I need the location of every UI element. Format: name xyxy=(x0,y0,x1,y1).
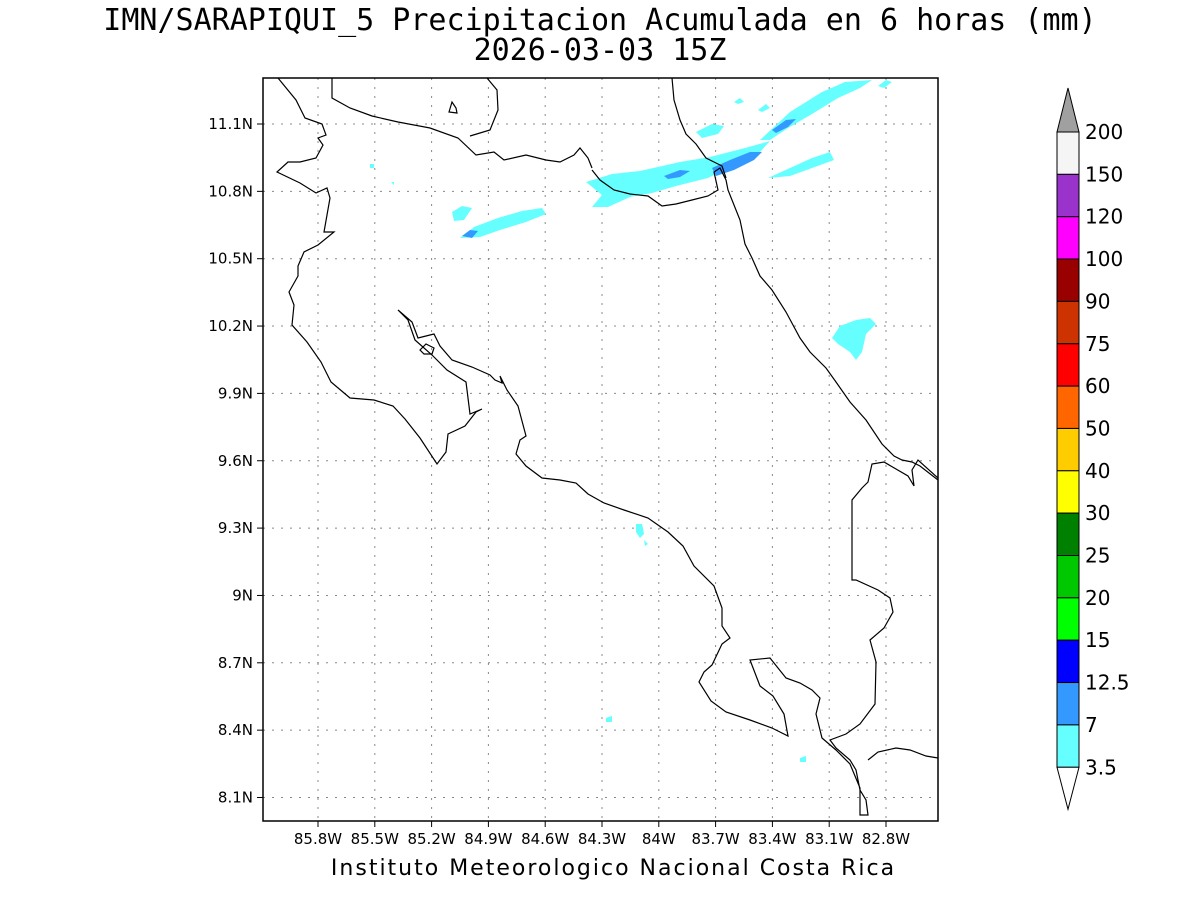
precip-core-northeast xyxy=(712,152,762,176)
footer-credit: Instituto Meteorologico Nacional Costa R… xyxy=(330,856,897,881)
y-tick-label: 9.3N xyxy=(218,519,253,537)
legend-level-label: 12.5 xyxy=(1085,671,1130,695)
y-tick-label: 11.1N xyxy=(208,115,253,133)
precip-fields xyxy=(370,80,892,762)
y-tick-label: 8.4N xyxy=(218,721,253,739)
y-tick-label: 9N xyxy=(232,586,253,604)
y-axis-ticks: 11.1N 10.8N 10.5N 10.2N 9.9N 9.6N 9.3N 9N 8.7N 8.… xyxy=(208,115,263,807)
x-tick-label: 85.5W xyxy=(351,830,399,848)
legend-level-label: 7 xyxy=(1085,713,1098,737)
legend-swatch xyxy=(1056,258,1080,302)
legend-level-label: 120 xyxy=(1085,205,1123,229)
y-tick-label: 9.9N xyxy=(218,384,253,402)
x-tick-label: 82.8W xyxy=(862,830,910,848)
y-tick-label: 10.8N xyxy=(208,182,253,200)
legend-swatch xyxy=(1056,300,1080,345)
legend-level-label: 150 xyxy=(1085,162,1123,186)
coastlines xyxy=(275,78,938,816)
x-tick-label: 84.3W xyxy=(578,830,626,848)
precip-area-caribbean xyxy=(832,318,876,360)
legend-under-arrow xyxy=(1056,766,1080,812)
legend-level-label: 25 xyxy=(1085,544,1110,568)
y-tick-label: 9.6N xyxy=(218,452,253,470)
x-tick-label: 84.6W xyxy=(521,830,569,848)
legend-swatch xyxy=(1056,555,1080,599)
y-tick-label: 10.5N xyxy=(208,250,253,268)
x-tick-label: 85.2W xyxy=(407,830,455,848)
y-tick-label: 10.2N xyxy=(208,317,253,335)
legend-colorbar xyxy=(1056,87,1080,812)
legend-swatch xyxy=(1056,512,1080,557)
legend-level-label: 3.5 xyxy=(1085,755,1117,779)
map-subtitle: 2026-03-03 15Z xyxy=(473,33,727,68)
lake-nicaragua-shore xyxy=(331,78,593,169)
map-title: IMN/SARAPIQUI_5 Precipitacion Acumulada … xyxy=(103,3,1097,38)
x-tick-label: 84.9W xyxy=(464,830,512,848)
precip-core-northeast-2 xyxy=(664,119,796,179)
san-juan-river xyxy=(591,167,938,481)
precip-area-east-streak xyxy=(768,152,834,178)
y-tick-label: 8.7N xyxy=(218,654,253,672)
legend-level-label: 30 xyxy=(1085,501,1110,525)
precip-core-west xyxy=(462,230,478,238)
legend-swatch xyxy=(1056,427,1080,472)
island-lake xyxy=(448,100,458,114)
legend-swatch xyxy=(1056,173,1080,218)
x-tick-label: 83.1W xyxy=(805,830,853,848)
border-north-east xyxy=(671,78,727,179)
legend-level-label: 75 xyxy=(1085,332,1110,356)
legend-swatch xyxy=(1056,639,1080,684)
x-tick-label: 85.8W xyxy=(294,830,342,848)
legend-labels: 200 150 120 100 90 75 60 50 40 30 25 20 15 12.5 7 3.5 xyxy=(1085,120,1130,779)
legend-swatch xyxy=(1056,724,1080,768)
x-axis-ticks: 85.8W 85.5W 85.2W 84.9W 84.6W 84.3W 84W 83.7W 83… xyxy=(294,821,910,848)
legend-swatch xyxy=(1056,682,1080,726)
legend-level-label: 20 xyxy=(1085,586,1110,610)
legend-over-arrow xyxy=(1056,87,1080,133)
legend-level-label: 40 xyxy=(1085,459,1110,483)
x-tick-label: 84W xyxy=(642,830,676,848)
legend-swatch xyxy=(1056,470,1080,514)
legend-swatch xyxy=(1056,597,1080,641)
legend-level-label: 60 xyxy=(1085,374,1110,398)
map-frame xyxy=(262,77,939,822)
lake-nicaragua-shore-2 xyxy=(469,78,499,137)
precip-area-west-streak xyxy=(452,206,546,238)
legend-swatch xyxy=(1056,216,1080,260)
legend-level-label: 50 xyxy=(1085,416,1110,440)
legend-swatch xyxy=(1056,131,1080,175)
legend-swatch xyxy=(1056,385,1080,429)
precip-area-north-cells xyxy=(696,80,892,138)
legend-level-label: 15 xyxy=(1085,628,1110,652)
legend-swatch xyxy=(1056,343,1080,387)
legend-level-label: 90 xyxy=(1085,289,1110,313)
island-gulf xyxy=(419,343,435,355)
legend-level-label: 200 xyxy=(1085,120,1123,144)
southern-border xyxy=(867,747,938,761)
northern-shoreline xyxy=(275,78,938,816)
x-tick-label: 83.4W xyxy=(748,830,796,848)
x-tick-label: 83.7W xyxy=(691,830,739,848)
y-tick-label: 8.1N xyxy=(218,789,253,807)
legend-level-label: 100 xyxy=(1085,247,1123,271)
